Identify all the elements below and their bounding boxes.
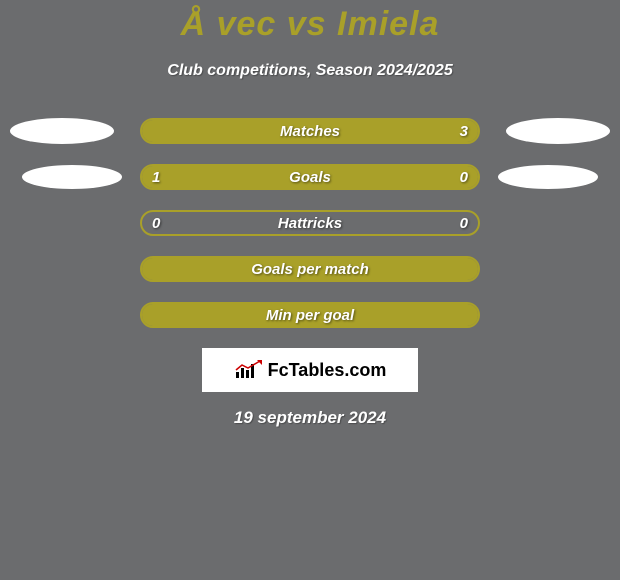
bar-label: Min per goal — [142, 304, 478, 326]
stat-row: Min per goal — [10, 302, 610, 328]
stat-row: Goals per match — [10, 256, 610, 282]
bar-value-right: 0 — [460, 166, 468, 188]
bar-label: Goals — [142, 166, 478, 188]
stat-bar: Goals1 0 — [140, 164, 480, 190]
stat-bar: Min per goal — [140, 302, 480, 328]
page-title: Å vec vs Imiela — [0, 5, 620, 44]
player-right-icon — [506, 118, 610, 144]
main-container: Å vec vs Imiela Club competitions, Seaso… — [0, 0, 620, 428]
player-left-icon — [10, 118, 114, 144]
date: 19 september 2024 — [0, 408, 620, 428]
stat-row: Hattricks0 0 — [10, 210, 610, 236]
bar-label: Goals per match — [142, 258, 478, 280]
stat-row: Matches3 — [10, 118, 610, 144]
bar-value-right: 3 — [460, 120, 468, 142]
stats-area: Matches3Goals10Hattricks00Goals per matc… — [0, 118, 620, 328]
bar-label: Hattricks — [142, 212, 478, 234]
logo: FcTables.com — [234, 360, 387, 381]
bar-value-left: 0 — [152, 212, 160, 234]
player-left-icon — [22, 165, 122, 189]
chart-icon — [234, 360, 264, 380]
stat-bar: Hattricks0 0 — [140, 210, 480, 236]
logo-text: FcTables.com — [268, 360, 387, 381]
stat-bar: Goals per match — [140, 256, 480, 282]
bar-label: Matches — [142, 120, 478, 142]
subtitle: Club competitions, Season 2024/2025 — [0, 62, 620, 80]
stat-bar: Matches3 — [140, 118, 480, 144]
logo-box[interactable]: FcTables.com — [202, 348, 418, 392]
bar-value-right: 0 — [460, 212, 468, 234]
bar-value-left: 1 — [152, 166, 160, 188]
stat-row: Goals1 0 — [10, 164, 610, 190]
player-right-icon — [498, 165, 598, 189]
